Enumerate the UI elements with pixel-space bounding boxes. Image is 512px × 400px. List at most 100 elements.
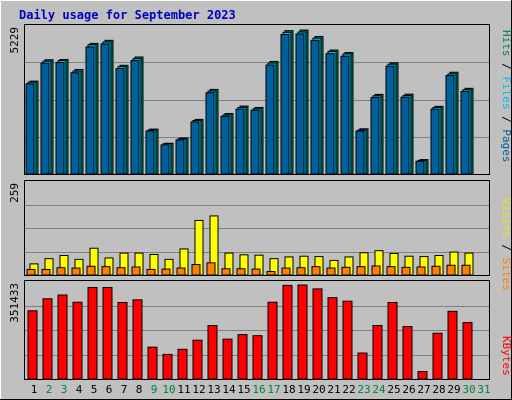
pages-bar-day-29 (445, 75, 455, 175)
x-label-day-19: 19 (297, 383, 310, 396)
bars-layer (25, 29, 474, 380)
pages-bar-day-22 (340, 55, 350, 175)
middle-ymax-label: 259 (8, 183, 21, 203)
x-label-day-29: 29 (447, 383, 460, 396)
x-label-day-17: 17 (267, 383, 280, 396)
kbytes-bar-day-29 (447, 310, 458, 380)
x-label-day-2: 2 (46, 383, 53, 396)
pages-bar-day-10 (160, 144, 170, 175)
kbytes-bar-day-2 (42, 298, 53, 380)
bottom-legend: KBytes (500, 336, 512, 376)
kbytes-bar-day-23 (357, 352, 368, 380)
legend-sep-2: / (500, 116, 512, 123)
x-label-day-18: 18 (282, 383, 295, 396)
pages-bar-day-6 (100, 43, 110, 175)
x-label-day-28: 28 (432, 383, 445, 396)
legend-pages: Pages (500, 129, 512, 162)
x-label-day-22: 22 (342, 383, 355, 396)
kbytes-bar-day-6 (102, 287, 113, 380)
pages-bar-day-17 (265, 64, 275, 175)
x-label-day-12: 12 (192, 383, 205, 396)
sites-bar-day-7 (116, 267, 126, 276)
x-label-day-5: 5 (91, 383, 98, 396)
pages-bar-day-25 (385, 65, 395, 175)
x-label-day-21: 21 (327, 383, 340, 396)
sites-bar-day-12 (191, 264, 201, 276)
x-label-day-27: 27 (417, 383, 430, 396)
pages-bar-day-8 (130, 60, 140, 175)
pages-bar-day-2 (40, 62, 50, 175)
kbytes-bar-day-18 (282, 284, 293, 380)
pages-bar-day-24 (370, 96, 380, 175)
sites-bar-day-30 (461, 264, 471, 276)
sites-bar-day-4 (71, 267, 81, 276)
sites-bar-day-13 (206, 262, 216, 276)
x-label-day-9: 9 (151, 383, 158, 396)
top-ymax-label: 5229 (8, 27, 21, 54)
x-axis-labels: 1 2 3 4 5 6 7 8 9 10 11 12 13 14 15 16 17 18 19 20 21 22 23 24 2… (31, 383, 491, 396)
kbytes-bar-day-9 (147, 346, 158, 380)
x-label-day-14: 14 (222, 383, 236, 396)
kbytes-bar-day-19 (297, 284, 308, 380)
kbytes-bar-day-3 (57, 294, 68, 380)
sites-bar-day-20 (311, 266, 321, 276)
kbytes-bar-day-22 (342, 300, 353, 380)
x-label-day-20: 20 (312, 383, 325, 396)
kbytes-bar-day-27 (417, 371, 428, 380)
legend-sep-1: / (500, 63, 512, 70)
pages-bar-day-15 (235, 108, 245, 175)
x-label-day-30: 30 (462, 383, 475, 396)
sites-bar-day-21 (326, 267, 336, 276)
pages-bar-day-11 (175, 139, 185, 175)
pages-bar-day-3 (55, 62, 65, 175)
pages-bar-day-1 (25, 83, 35, 175)
sites-bar-day-9 (146, 268, 156, 276)
sites-bar-day-22 (341, 266, 351, 276)
legend-hits: Hits (500, 30, 512, 57)
sites-bar-day-17 (266, 271, 276, 276)
x-label-day-8: 8 (136, 383, 143, 396)
sites-bar-day-16 (251, 268, 261, 276)
kbytes-bar-day-1 (27, 310, 38, 380)
legend-visits: Visits (500, 198, 512, 238)
kbytes-bar-day-5 (87, 287, 98, 380)
sites-bar-day-24 (371, 265, 381, 276)
top-legend: Hits / Files / Pages (500, 30, 512, 163)
x-label-day-26: 26 (402, 383, 415, 396)
bottom-ymax-label: 351433 (8, 283, 21, 323)
x-label-day-4: 4 (76, 383, 83, 396)
pages-bar-day-27 (415, 160, 425, 175)
sites-bar-day-14 (221, 268, 231, 276)
kbytes-bar-day-30 (462, 322, 473, 380)
sites-bar-day-27 (416, 266, 426, 276)
kbytes-bar-day-21 (327, 297, 338, 380)
middle-legend: Visits / Sites (500, 198, 512, 291)
kbytes-bar-day-8 (132, 299, 143, 380)
pages-bar-day-4 (70, 72, 80, 175)
pages-bar-day-18 (280, 34, 290, 175)
x-label-day-23: 23 (357, 383, 370, 396)
pages-bar-day-23 (355, 130, 365, 175)
x-label-day-3: 3 (61, 383, 68, 396)
kbytes-bar-day-16 (252, 335, 263, 380)
pages-bar-day-5 (85, 46, 95, 175)
kbytes-bar-day-12 (192, 339, 203, 380)
pages-bar-day-19 (295, 33, 305, 175)
kbytes-bar-day-25 (387, 302, 398, 380)
x-label-day-10: 10 (162, 383, 175, 396)
kbytes-bar-day-4 (72, 301, 83, 380)
sites-bar-day-25 (386, 266, 396, 276)
pages-bar-day-13 (205, 92, 215, 175)
sites-bar-day-1 (26, 268, 36, 276)
legend-sites: Sites (500, 258, 512, 291)
x-label-day-31: 31 (477, 383, 490, 396)
sites-bar-day-5 (86, 265, 96, 276)
x-label-day-25: 25 (387, 383, 400, 396)
x-label-day-13: 13 (207, 383, 220, 396)
x-label-day-24: 24 (372, 383, 386, 396)
legend-files: Files (500, 76, 512, 109)
sites-bar-day-19 (296, 267, 306, 276)
x-label-day-7: 7 (121, 383, 128, 396)
x-label-day-6: 6 (106, 383, 113, 396)
